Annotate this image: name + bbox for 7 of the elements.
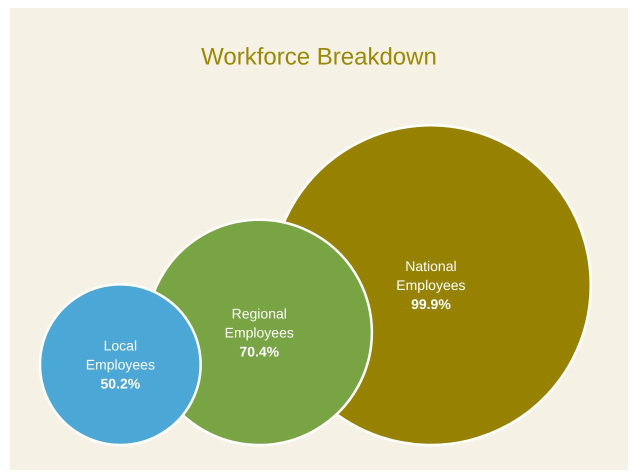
data-label: 50.2% [100, 376, 141, 392]
data-label: 99.9% [411, 296, 452, 312]
category-label: Local Employees [86, 338, 155, 373]
text: Workforce Breakdown [201, 44, 437, 70]
data-label: 70.4% [239, 343, 280, 360]
category-label: Regional Employees [224, 305, 294, 340]
category-label: National Employees [396, 258, 466, 294]
